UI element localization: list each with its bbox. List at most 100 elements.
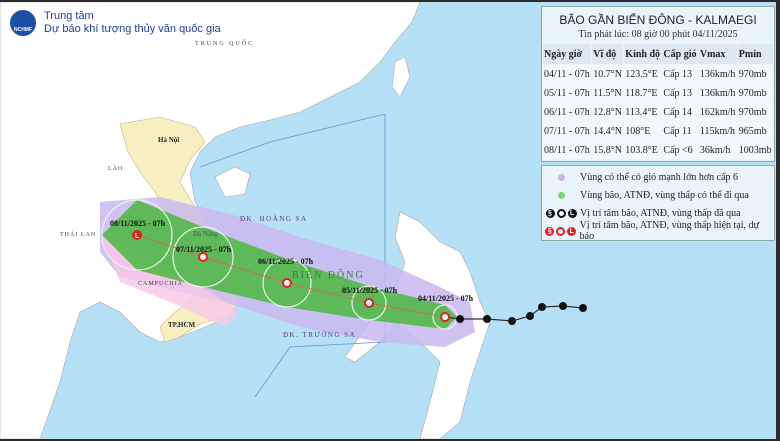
legend-text: Vùng có thể có gió mạnh lớn hơn cấp 6 (580, 171, 739, 183)
time-label-06: 06/11/2025 - 07h (258, 257, 314, 266)
storm-forecast-icon (282, 278, 292, 288)
time-label-05: 05/11/2025 - 07h (342, 286, 398, 295)
table-cell: 05/11 - 07h (543, 84, 592, 102)
nchmf-logo: NCHMF (8, 8, 38, 38)
table-cell: Cấp 14 (662, 103, 698, 121)
low-pressure-letter: L (135, 233, 140, 240)
storm-forecast-icon (198, 252, 208, 262)
column-header: Vĩ độ (592, 44, 624, 64)
table-cell: 103.8°E (624, 141, 662, 159)
label-danang: Đà Nẵng (193, 230, 219, 238)
storm-past-icon (483, 315, 491, 323)
table-cell: 36km/h (698, 141, 737, 159)
table-row: 06/11 - 07h 12.8°N 113.4°E Cấp 14 162km/h 970… (543, 103, 773, 121)
column-header: Cấp gió (662, 44, 698, 64)
table-cell: 118.7°E (624, 84, 662, 102)
legend: Vùng có thể có gió mạnh lớn hơn cấp 6 Vù… (541, 165, 775, 242)
green-dot-icon (557, 191, 565, 199)
forecast-table-panel: BÃO GẦN BIỂN ĐÔNG - KALMAEGI Tin phát lú… (541, 6, 775, 162)
label-laos: LÀO (108, 164, 123, 172)
table-cell: 10.7°N (592, 65, 624, 83)
time-label-04: 04/11/2025 - 07h (418, 294, 474, 303)
label-bien-dong: BIỂN ĐÔNG (292, 268, 365, 281)
low-pressure-icon (132, 230, 142, 240)
storm-current-icon (440, 312, 450, 322)
legend-item-forecast: § L Vị trí tâm bão, ATNĐ, vùng thấp hiện … (542, 220, 774, 242)
legend-item-wind-zone: Vùng có thể có gió mạnh lớn hơn cấp 6 (542, 169, 738, 185)
issued-time: Tin phát lúc: 08 giờ 00 phút 04/11/2025 (578, 29, 738, 40)
table-cell: 06/11 - 07h (543, 103, 592, 121)
storm-zone (102, 200, 457, 329)
storm-past-icon (508, 317, 516, 325)
legend-text: Vùng bão, ATNĐ, vùng thấp có thể đi qua (580, 189, 749, 201)
table-cell: 965mb (737, 122, 773, 140)
forecast-positions: L (132, 230, 450, 322)
storm-forecast-icon (364, 298, 374, 308)
table-cell: 08/11 - 07h (543, 141, 592, 159)
agency-header: NCHMF Trung tâm Dự báo khí tượng thủy vă… (8, 8, 221, 38)
column-header: Pmin (737, 44, 773, 64)
table-cell: Cấp 11 (662, 122, 698, 140)
storm-past-icon (538, 303, 546, 311)
table-cell: 970mb (737, 84, 773, 102)
table-cell: 14.4°N (592, 122, 624, 140)
legend-text: Vị trí tâm bão, ATNĐ, vùng thấp đã qua (580, 207, 741, 219)
land-taiwan (391, 56, 411, 98)
table-cell: 11.5°N (592, 84, 624, 102)
table-cell: 136km/h (698, 84, 737, 102)
label-hcmc: TP.HCM (168, 321, 196, 329)
table-cell: Cấp 13 (662, 65, 698, 83)
storm-past-icon: § (545, 208, 555, 218)
label-truong-sa: ĐK. TRƯỜNG SA (283, 331, 356, 339)
table-cell: 1003mb (737, 141, 773, 159)
storm-forecast-icon: § (545, 226, 555, 236)
label-thailand: THÁI LAN (60, 230, 96, 238)
table-cell: 12.8°N (592, 103, 624, 121)
table-header-row: Ngày giờ Vĩ độ Kinh độ Cấp gió Vmax Pmin (543, 44, 773, 64)
label-china: TRUNG QUỐC (195, 39, 254, 47)
label-hoang-sa: ĐK. HOÀNG SA (240, 215, 308, 223)
table-cell: 07/11 - 07h (543, 122, 592, 140)
table-cell: 15.8°N (592, 141, 624, 159)
label-cambodia: CAMPUCHIA (138, 281, 183, 287)
place-labels: TRUNG QUỐC LÀO THÁI LAN CAMPUCHIA Hà Nội… (60, 39, 365, 339)
table-cell: 123.5°E (624, 65, 662, 83)
radius-circle-05 (351, 285, 387, 321)
legend-text: Vị trí tâm bão, ATNĐ, vùng thấp hiện tại… (579, 220, 759, 242)
column-header: Kinh độ (624, 44, 662, 64)
table-cell: 970mb (737, 103, 773, 121)
time-label-08: 08/11/2025 - 07h (110, 219, 166, 228)
storm-past-icon (526, 312, 534, 320)
storm-past-icon (579, 304, 587, 312)
storm-past-icon (456, 315, 464, 323)
storm-past-icon (559, 302, 567, 310)
time-label-07: 07/11/2025 - 07h (176, 245, 232, 254)
column-header: Vmax (698, 44, 737, 64)
past-positions (456, 302, 587, 325)
purple-dot-icon (557, 173, 565, 181)
org-line-2: Dự báo khí tượng thủy văn quốc gia (44, 23, 221, 35)
org-line-1: Trung tâm (44, 10, 94, 22)
table-cell: 115km/h (698, 122, 737, 140)
storm-title: BÃO GẦN BIỂN ĐÔNG - KALMAEGI (559, 13, 757, 27)
table-row: 05/11 - 07h 11.5°N 118.7°E Cấp 13 136km/h 970… (543, 84, 773, 102)
table-row: 04/11 - 07h 10.7°N 123.5°E Cấp 13 136km/h 970… (543, 65, 773, 83)
table-row: 07/11 - 07h 14.4°N 108°E Cấp 11 115km/h 965mb (543, 122, 773, 140)
forecast-time-labels: 04/11/2025 - 07h 05/11/2025 - 07h 06/11/… (110, 219, 474, 303)
low-past-icon: L (567, 208, 577, 218)
label-hanoi: Hà Nội (158, 136, 179, 144)
table-cell: 136km/h (698, 65, 737, 83)
low-forecast-icon: L (567, 226, 577, 236)
table-cell: 04/11 - 07h (543, 65, 592, 83)
legend-item-storm-zone: Vùng bão, ATNĐ, vùng thấp có thể đi qua (542, 187, 749, 203)
table-cell: 970mb (737, 65, 773, 83)
table-cell: 162km/h (698, 103, 737, 121)
forecast-table: Ngày giờ Vĩ độ Kinh độ Cấp gió Vmax Pmin 04/1… (542, 43, 774, 160)
legend-item-past: § L Vị trí tâm bão, ATNĐ, vùng thấp đã qu… (542, 205, 741, 221)
radius-circle-08 (101, 199, 173, 271)
table-row: 08/11 - 07h 15.8°N 103.8°E Cấp <6 36km/h 1003… (543, 141, 773, 159)
table-cell: Cấp 13 (662, 84, 698, 102)
radius-circle-07 (172, 226, 234, 288)
